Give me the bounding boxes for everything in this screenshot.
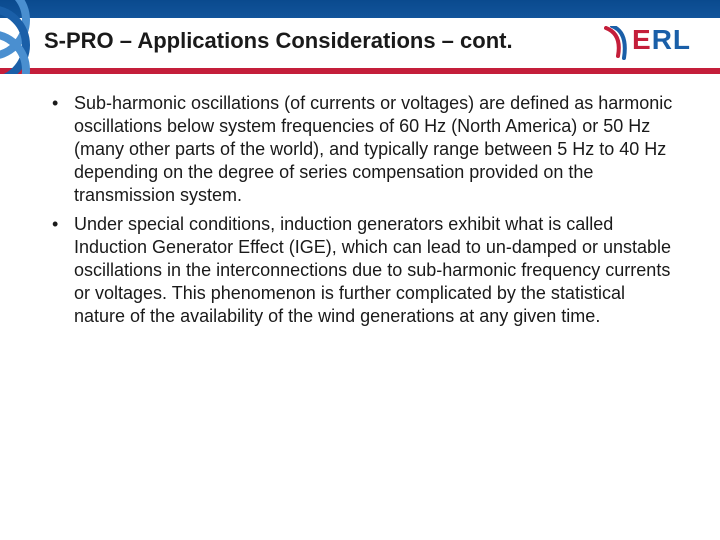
bullet-list: Sub-harmonic oscillations (of currents o… — [46, 92, 674, 328]
content-area: Sub-harmonic oscillations (of currents o… — [46, 92, 674, 334]
logo-letter-l: L — [673, 24, 691, 55]
logo-text: ERL — [632, 24, 691, 56]
erl-logo: ERL — [612, 20, 702, 62]
bullet-item: Under special conditions, induction gene… — [46, 213, 674, 328]
slide-title: S-PRO – Applications Considerations – co… — [44, 28, 513, 54]
logo-letter-r: R — [652, 24, 673, 55]
logo-letter-e: E — [632, 24, 652, 55]
header-red-stripe — [0, 68, 720, 74]
header-decorative-curves — [0, 0, 36, 74]
logo-swish-icon — [604, 26, 634, 60]
bullet-item: Sub-harmonic oscillations (of currents o… — [46, 92, 674, 207]
